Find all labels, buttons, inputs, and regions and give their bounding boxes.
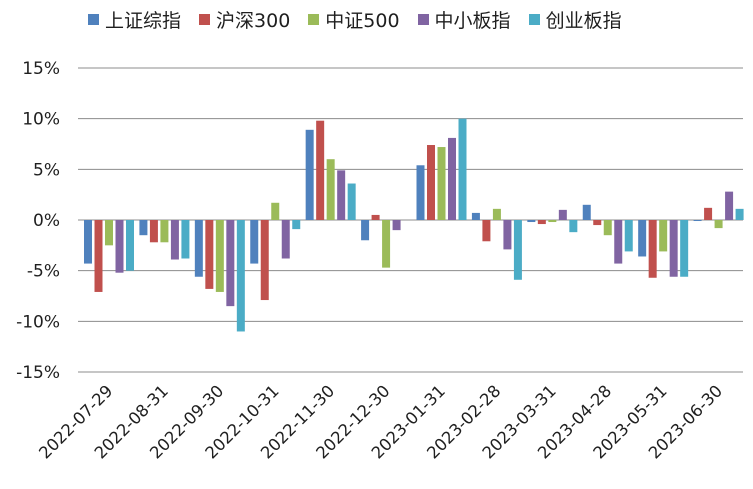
bar: [714, 220, 723, 229]
bar: [226, 220, 235, 307]
bar: [638, 220, 647, 257]
y-tick-label: -15%: [16, 363, 60, 383]
bar: [548, 220, 557, 223]
bar: [648, 220, 657, 278]
bar: [437, 147, 446, 220]
legend-swatch: [417, 14, 429, 25]
bar: [569, 220, 578, 233]
bar: [458, 118, 467, 220]
bar: [582, 204, 591, 220]
legend-item: 中小板指: [417, 6, 511, 33]
bar: [725, 191, 734, 220]
y-tick-label: 0%: [33, 211, 60, 231]
y-tick-label: -5%: [27, 262, 60, 282]
bar: [680, 220, 689, 277]
bar: [503, 220, 512, 250]
bar: [603, 220, 612, 236]
legend: 上证综指 沪深300 中证500 中小板指 创业板指: [88, 6, 622, 33]
legend-item: 上证综指: [88, 6, 181, 33]
bar: [416, 165, 425, 220]
bar: [271, 202, 280, 220]
bar: [94, 220, 103, 292]
bar: [471, 212, 480, 220]
bar: [160, 220, 169, 243]
bar: [149, 220, 158, 243]
bar: [735, 208, 744, 220]
bar: [326, 159, 335, 220]
bar: [482, 220, 491, 242]
y-tick-label: 5%: [33, 160, 60, 180]
bar: [659, 220, 668, 252]
bar: [292, 220, 301, 230]
bar: [170, 220, 179, 260]
legend-label: 中小板指: [434, 10, 511, 32]
legend-swatch: [88, 14, 99, 25]
bar: [448, 137, 456, 220]
bar: [260, 220, 269, 301]
legend-swatch: [528, 14, 540, 25]
bar: [593, 220, 602, 226]
bar: [527, 220, 536, 223]
bar: [704, 207, 713, 220]
bar: [614, 220, 623, 264]
y-tick-label: 15%: [22, 59, 60, 79]
bar: [347, 183, 356, 220]
bar: [513, 220, 522, 280]
legend-swatch: [308, 14, 320, 25]
bar: [215, 220, 224, 292]
legend-item: 沪深300: [199, 6, 290, 33]
legend-label: 创业板指: [545, 10, 622, 32]
bar: [205, 220, 214, 289]
bar: [305, 129, 314, 220]
bar: [337, 170, 346, 220]
bar: [236, 220, 245, 332]
legend-label: 中证500: [325, 10, 400, 32]
bar: [392, 220, 401, 231]
legend-item: 创业板指: [528, 6, 622, 33]
bar: [693, 220, 702, 222]
legend-label: 沪深300: [216, 10, 291, 32]
bar: [624, 220, 633, 252]
bar: [382, 220, 391, 268]
bar: [361, 220, 370, 241]
bar: [537, 220, 546, 225]
bar: [126, 220, 134, 271]
bar: [281, 220, 290, 259]
bar: [115, 220, 124, 273]
y-tick-label: 10%: [22, 110, 60, 130]
bar: [669, 220, 678, 277]
bar: [371, 214, 380, 220]
bar: [492, 208, 501, 220]
bar: [84, 220, 92, 264]
bar: [250, 220, 259, 264]
bar: [105, 220, 113, 246]
bar: [427, 145, 435, 220]
legend-label: 上证综指: [105, 10, 182, 32]
bar: [558, 209, 567, 220]
bar: [316, 120, 325, 220]
legend-swatch: [199, 14, 211, 25]
bar: [194, 220, 203, 277]
bar: [139, 220, 148, 236]
legend-item: 中证500: [308, 6, 400, 33]
y-tick-label: -10%: [16, 312, 60, 332]
bar: [181, 220, 190, 259]
